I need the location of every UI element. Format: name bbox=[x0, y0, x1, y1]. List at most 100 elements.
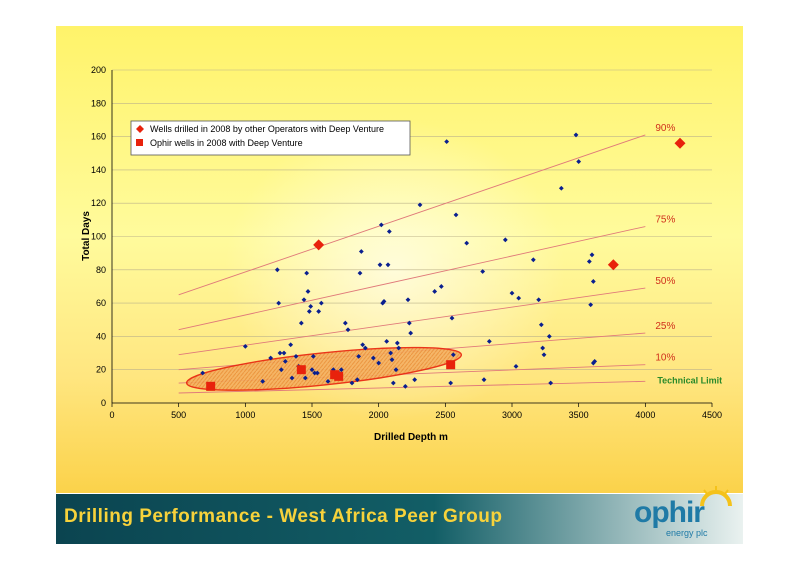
operator-well-point bbox=[381, 299, 387, 304]
operator-well-point bbox=[385, 262, 391, 268]
trend-label: Technical Limit bbox=[657, 375, 722, 385]
operator-well-point bbox=[288, 342, 294, 348]
operator-well-point bbox=[408, 330, 414, 336]
operator-well-point bbox=[396, 345, 402, 351]
y-tick-label: 40 bbox=[96, 331, 106, 341]
operator-well-point bbox=[378, 222, 384, 228]
sun-icon bbox=[700, 486, 732, 507]
operator-well-point bbox=[277, 350, 283, 356]
operator-well-point bbox=[406, 320, 412, 326]
ophir-well-point bbox=[206, 381, 216, 391]
ophir-well-point bbox=[446, 360, 456, 370]
operator-well-point bbox=[200, 370, 206, 376]
operator-well-point bbox=[268, 355, 274, 361]
y-tick-label: 180 bbox=[91, 98, 106, 108]
y-tick-label: 140 bbox=[91, 165, 106, 175]
x-axis-label: Drilled Depth m bbox=[374, 432, 448, 443]
operator-well-point bbox=[590, 360, 596, 366]
trend-line bbox=[178, 134, 646, 296]
y-tick-label: 20 bbox=[96, 365, 106, 375]
y-tick-label: 200 bbox=[91, 65, 106, 75]
ophir-well-point bbox=[296, 365, 306, 375]
operator-well-point bbox=[464, 240, 470, 246]
x-tick-label: 2000 bbox=[369, 410, 389, 420]
logo-wordmark: ophir bbox=[634, 496, 705, 529]
trend-label: 50% bbox=[655, 276, 675, 287]
operator-well-point bbox=[274, 267, 280, 273]
operator-well-point bbox=[242, 343, 248, 349]
operator-well-point bbox=[444, 139, 450, 144]
operator-well-point bbox=[589, 252, 595, 258]
operator-well-point bbox=[314, 370, 320, 376]
trend-line bbox=[178, 287, 646, 356]
operator-well-point bbox=[281, 350, 287, 356]
legend-diamond-marker bbox=[136, 125, 144, 133]
operator-well-point bbox=[576, 159, 582, 164]
operator-well-point bbox=[282, 358, 288, 364]
operator-well-point bbox=[481, 377, 487, 383]
operator-well-point bbox=[509, 290, 515, 296]
operator-well-point bbox=[438, 284, 444, 289]
y-tick-label: 120 bbox=[91, 198, 106, 208]
trend-label: 25% bbox=[655, 321, 675, 332]
operator-well-point bbox=[573, 132, 579, 138]
operator-well-point bbox=[342, 320, 348, 326]
operator-well-point bbox=[338, 367, 344, 373]
highlighted-well-point bbox=[313, 239, 325, 251]
operator-well-point bbox=[432, 289, 438, 294]
logo-subtitle: energy plc bbox=[666, 528, 708, 538]
operator-well-point bbox=[349, 380, 355, 386]
operator-well-point bbox=[590, 279, 596, 284]
trend-line bbox=[178, 380, 646, 394]
x-tick-label: 2500 bbox=[435, 410, 455, 420]
operator-well-point bbox=[592, 358, 598, 364]
operator-well-point bbox=[453, 212, 459, 218]
legend-label-ophir: Ophir wells in 2008 with Deep Venture bbox=[150, 138, 303, 148]
operator-well-point bbox=[356, 353, 362, 359]
operator-well-point bbox=[390, 380, 396, 386]
operator-well-point bbox=[304, 270, 310, 276]
operator-well-point bbox=[362, 345, 368, 351]
operator-well-point bbox=[360, 342, 366, 348]
x-tick-label: 1500 bbox=[302, 410, 322, 420]
x-tick-label: 500 bbox=[171, 410, 186, 420]
operator-well-point bbox=[316, 309, 322, 314]
trend-label: 10% bbox=[655, 353, 675, 364]
operator-well-point bbox=[389, 357, 395, 363]
y-tick-label: 100 bbox=[91, 232, 106, 242]
highlighted-well-point bbox=[607, 259, 619, 271]
operator-well-point bbox=[448, 380, 454, 386]
company-logo: ophir energy plc bbox=[628, 484, 738, 542]
operator-well-point bbox=[301, 297, 307, 303]
operator-well-point bbox=[548, 380, 554, 386]
operator-well-point bbox=[546, 334, 552, 339]
y-tick-label: 0 bbox=[101, 398, 106, 408]
y-tick-label: 80 bbox=[96, 265, 106, 275]
legend-label-operators: Wells drilled in 2008 by other Operators… bbox=[150, 124, 384, 134]
legend-square-marker bbox=[136, 139, 143, 146]
footer-title: Drilling Performance - West Africa Peer … bbox=[64, 506, 503, 527]
x-tick-label: 3000 bbox=[502, 410, 522, 420]
y-axis-label: Total Days bbox=[81, 211, 92, 261]
operator-well-point bbox=[388, 350, 394, 356]
operator-well-point bbox=[486, 338, 492, 344]
operator-well-point bbox=[536, 297, 542, 303]
operator-well-point bbox=[276, 300, 282, 306]
operator-well-point bbox=[358, 249, 364, 254]
trend-line bbox=[178, 226, 646, 331]
operator-well-point bbox=[345, 327, 351, 333]
operator-well-point bbox=[405, 297, 411, 303]
operator-well-point bbox=[384, 338, 390, 344]
footer-bar bbox=[56, 494, 743, 544]
operator-well-point bbox=[278, 367, 284, 373]
operator-well-point bbox=[309, 367, 315, 373]
operator-well-point bbox=[402, 383, 408, 389]
operator-well-point bbox=[312, 370, 318, 376]
operator-well-point bbox=[386, 229, 392, 234]
operator-well-point bbox=[393, 367, 399, 373]
operator-well-point bbox=[376, 360, 382, 366]
y-tick-label: 160 bbox=[91, 132, 106, 142]
operator-well-point bbox=[293, 353, 299, 359]
operator-well-point bbox=[377, 262, 383, 268]
